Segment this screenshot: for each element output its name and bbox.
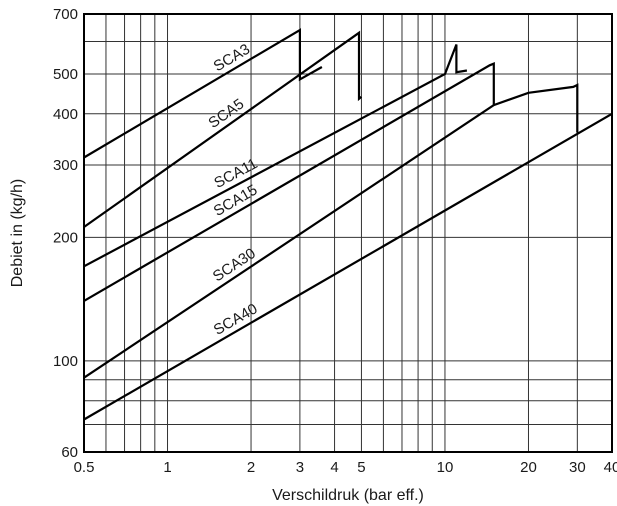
grid	[83, 13, 613, 453]
series-line-sca5	[83, 30, 363, 228]
x-tick-label: 5	[357, 459, 365, 476]
y-tick-label: 400	[53, 106, 78, 123]
series-label-sca40: SCA40	[211, 300, 261, 339]
series-line-sca11	[83, 44, 468, 268]
series-line-sca40	[83, 112, 613, 421]
x-tick-label: 2	[247, 459, 255, 476]
y-tick-label: 200	[53, 229, 78, 246]
y-tick-label: 60	[61, 444, 78, 461]
x-tick-label: 40	[604, 459, 617, 476]
x-tick-label: 30	[569, 459, 586, 476]
x-tick-label: 20	[520, 459, 537, 476]
series-line-sca30	[83, 83, 579, 379]
x-tick-label: 4	[330, 459, 338, 476]
tick-labels: 0.5 1 2 3 4 5 10 20 30 40 60 100 200 300 400 500 700	[53, 6, 617, 476]
series-line-sca3	[83, 28, 323, 159]
series-line-sca15	[83, 61, 495, 302]
x-axis-title: Verschildruk (bar eff.)	[272, 487, 424, 504]
series-lines	[83, 28, 613, 421]
y-tick-label: 300	[53, 157, 78, 174]
x-tick-label: 3	[296, 459, 304, 476]
x-tick-label: 1	[163, 459, 171, 476]
x-tick-label: 0.5	[74, 459, 95, 476]
y-tick-label: 700	[53, 6, 78, 23]
plot-area-frame	[83, 13, 613, 453]
y-tick-label: 100	[53, 353, 78, 370]
y-axis-title: Debiet in (kg/h)	[9, 179, 26, 288]
y-tick-label: 500	[53, 66, 78, 83]
x-tick-label: 10	[437, 459, 454, 476]
